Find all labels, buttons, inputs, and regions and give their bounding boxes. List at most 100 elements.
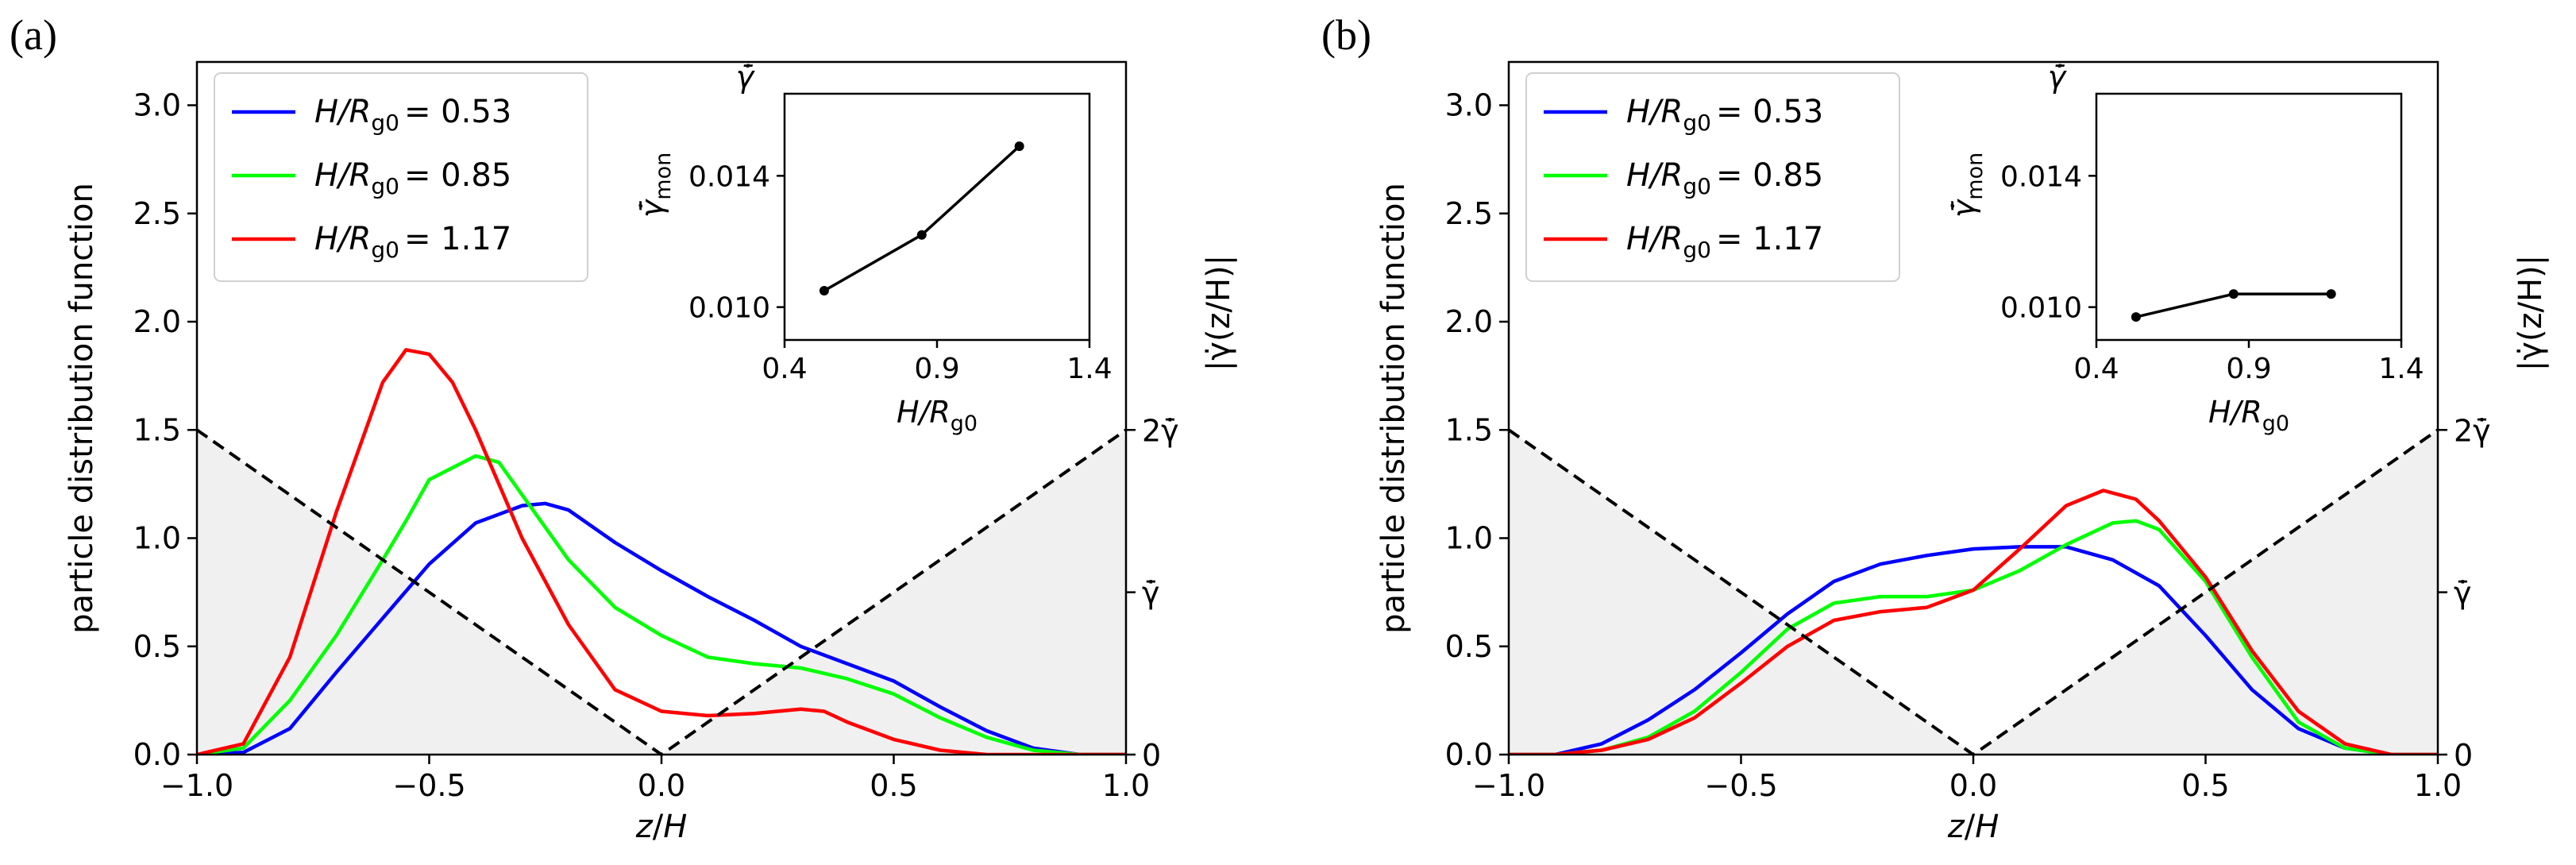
series-line-1 bbox=[197, 501, 1126, 755]
legend-var: H/R bbox=[1626, 157, 1683, 194]
panel-label: (a) bbox=[10, 11, 57, 59]
inset-point bbox=[2228, 289, 2239, 299]
series-line-2 bbox=[1509, 519, 2438, 755]
y-tick-label: 0.5 bbox=[133, 629, 181, 664]
panel-a: (a) −1.0 −0.5 0.0 0.5 1.0 z/H 0.0 0.5 1.0 1.5 2.0 2.… bbox=[10, 11, 1237, 845]
legend-box bbox=[214, 72, 588, 282]
legend-sub: g0 bbox=[371, 173, 399, 199]
y-tick-label: 0.5 bbox=[1445, 629, 1493, 664]
right-tick-label: γ̄̇ bbox=[2454, 576, 2472, 611]
legend-value: = 0.53 bbox=[1716, 94, 1823, 130]
inset-y-sub: mon bbox=[651, 153, 676, 200]
x-tick-label: 0.5 bbox=[870, 768, 917, 803]
right-tick-label: γ̄̇ bbox=[1142, 576, 1160, 611]
right-tick-label: 0 bbox=[2454, 738, 2473, 773]
inset-point bbox=[2131, 312, 2141, 322]
legend-value: = 0.85 bbox=[1716, 157, 1823, 194]
legend-label: H/Rg0 = 0.85 bbox=[314, 157, 511, 199]
y-tick-label: 0.0 bbox=[133, 737, 181, 772]
inset-y-tick-label: 0.014 bbox=[688, 160, 770, 193]
legend-sub: g0 bbox=[1683, 237, 1711, 263]
series-line-3 bbox=[1509, 488, 2438, 755]
x-label-slash: / bbox=[1965, 809, 1976, 845]
x-label-slash: / bbox=[653, 809, 664, 845]
y-tick-label: 2.5 bbox=[1445, 196, 1493, 231]
inset-x-var: H/R bbox=[897, 395, 951, 430]
right-tick-label: 0 bbox=[1142, 738, 1161, 773]
inset-y-tick-label: 0.014 bbox=[2000, 160, 2082, 193]
legend-sub: g0 bbox=[1683, 110, 1711, 136]
legend-var: H/R bbox=[314, 157, 371, 194]
inset-top-label: γ̄̇ bbox=[736, 60, 756, 95]
inset-y-label: γ̄̇mon bbox=[634, 153, 676, 218]
legend-sub: g0 bbox=[371, 110, 399, 136]
inset-x-tick-label: 0.4 bbox=[762, 353, 807, 385]
inset-frame bbox=[783, 92, 1091, 342]
inset-frame bbox=[2095, 92, 2403, 342]
legend-value: = 0.53 bbox=[404, 94, 511, 130]
inset-x-tick-label: 1.4 bbox=[1066, 353, 1112, 385]
right-tick-label: 2γ̄̇ bbox=[1142, 413, 1179, 448]
inset-y-sub: mon bbox=[1963, 153, 1988, 200]
shear-shaded-region bbox=[1509, 430, 2438, 755]
legend-label: H/Rg0 = 1.17 bbox=[1626, 221, 1823, 263]
x-tick-label: 1.0 bbox=[1102, 768, 1150, 803]
right-tick-label: 2γ̄̇ bbox=[2454, 413, 2491, 448]
inset-y-var: γ̄̇ bbox=[634, 198, 669, 218]
legend-label: H/Rg0 = 1.17 bbox=[314, 221, 511, 263]
x-tick-label: −1.0 bbox=[160, 768, 233, 803]
inset-point bbox=[916, 230, 927, 240]
inset-x-tick-label: 1.4 bbox=[2378, 353, 2424, 385]
inset-x-var: H/R bbox=[2208, 395, 2262, 430]
x-tick-label: 0.5 bbox=[2181, 768, 2229, 803]
y-tick-label: 1.0 bbox=[1445, 521, 1493, 556]
y-tick-label: 1.5 bbox=[1445, 412, 1493, 447]
y-tick-label: 3.0 bbox=[133, 88, 181, 123]
x-label-part: H bbox=[663, 809, 687, 845]
inset-x-sub: g0 bbox=[951, 411, 978, 436]
inset-x-tick-label: 0.9 bbox=[2226, 353, 2271, 385]
shear-shaded-region bbox=[197, 430, 1126, 755]
x-label-part: H bbox=[1975, 809, 1999, 845]
inset-x-tick-label: 0.9 bbox=[914, 353, 959, 385]
y-tick-label: 2.5 bbox=[133, 196, 181, 231]
inset-point bbox=[2326, 289, 2336, 299]
legend-var: H/R bbox=[1626, 94, 1683, 130]
y-tick-label: 3.0 bbox=[1445, 88, 1493, 123]
y-axis-label: particle distribution function bbox=[1375, 183, 1412, 634]
x-axis-label: z/H bbox=[1947, 809, 1999, 845]
x-tick-label: −0.5 bbox=[392, 768, 465, 803]
legend-value: = 1.17 bbox=[404, 221, 511, 257]
y-tick-label: 2.0 bbox=[1445, 304, 1493, 339]
legend-label: H/Rg0 = 0.85 bbox=[1626, 157, 1823, 199]
y-tick-label: 0.0 bbox=[1445, 737, 1493, 772]
legend-value: = 0.85 bbox=[404, 157, 511, 194]
legend-value: = 1.17 bbox=[1716, 221, 1823, 257]
panel-label: (b) bbox=[1321, 11, 1371, 59]
x-tick-label: −1.0 bbox=[1472, 768, 1545, 803]
inset-point bbox=[819, 286, 829, 295]
legend-var: H/R bbox=[314, 221, 371, 257]
legend-var: H/R bbox=[1626, 221, 1683, 257]
series-line-1 bbox=[1509, 545, 2438, 755]
inset-y-var: γ̄̇ bbox=[1946, 198, 1981, 218]
legend-sub: g0 bbox=[371, 237, 399, 263]
x-tick-label: −0.5 bbox=[1704, 768, 1777, 803]
right-axis-label: |γ̇(z/H)| bbox=[1201, 255, 1237, 371]
y-axis-label: particle distribution function bbox=[64, 183, 100, 634]
legend-var: H/R bbox=[314, 94, 371, 130]
legend-sub: g0 bbox=[1683, 173, 1711, 199]
x-axis-label: z/H bbox=[635, 809, 688, 845]
y-tick-label: 2.0 bbox=[133, 304, 181, 339]
x-label-part: z bbox=[635, 809, 654, 845]
inset-point bbox=[1014, 141, 1024, 152]
inset-x-sub: g0 bbox=[2262, 411, 2289, 436]
legend-label: H/Rg0 = 0.53 bbox=[1626, 94, 1823, 136]
x-tick-label: 1.0 bbox=[2414, 768, 2462, 803]
y-tick-label: 1.5 bbox=[133, 412, 181, 447]
x-label-part: z bbox=[1947, 809, 1965, 845]
inset-y-tick-label: 0.010 bbox=[688, 292, 770, 325]
